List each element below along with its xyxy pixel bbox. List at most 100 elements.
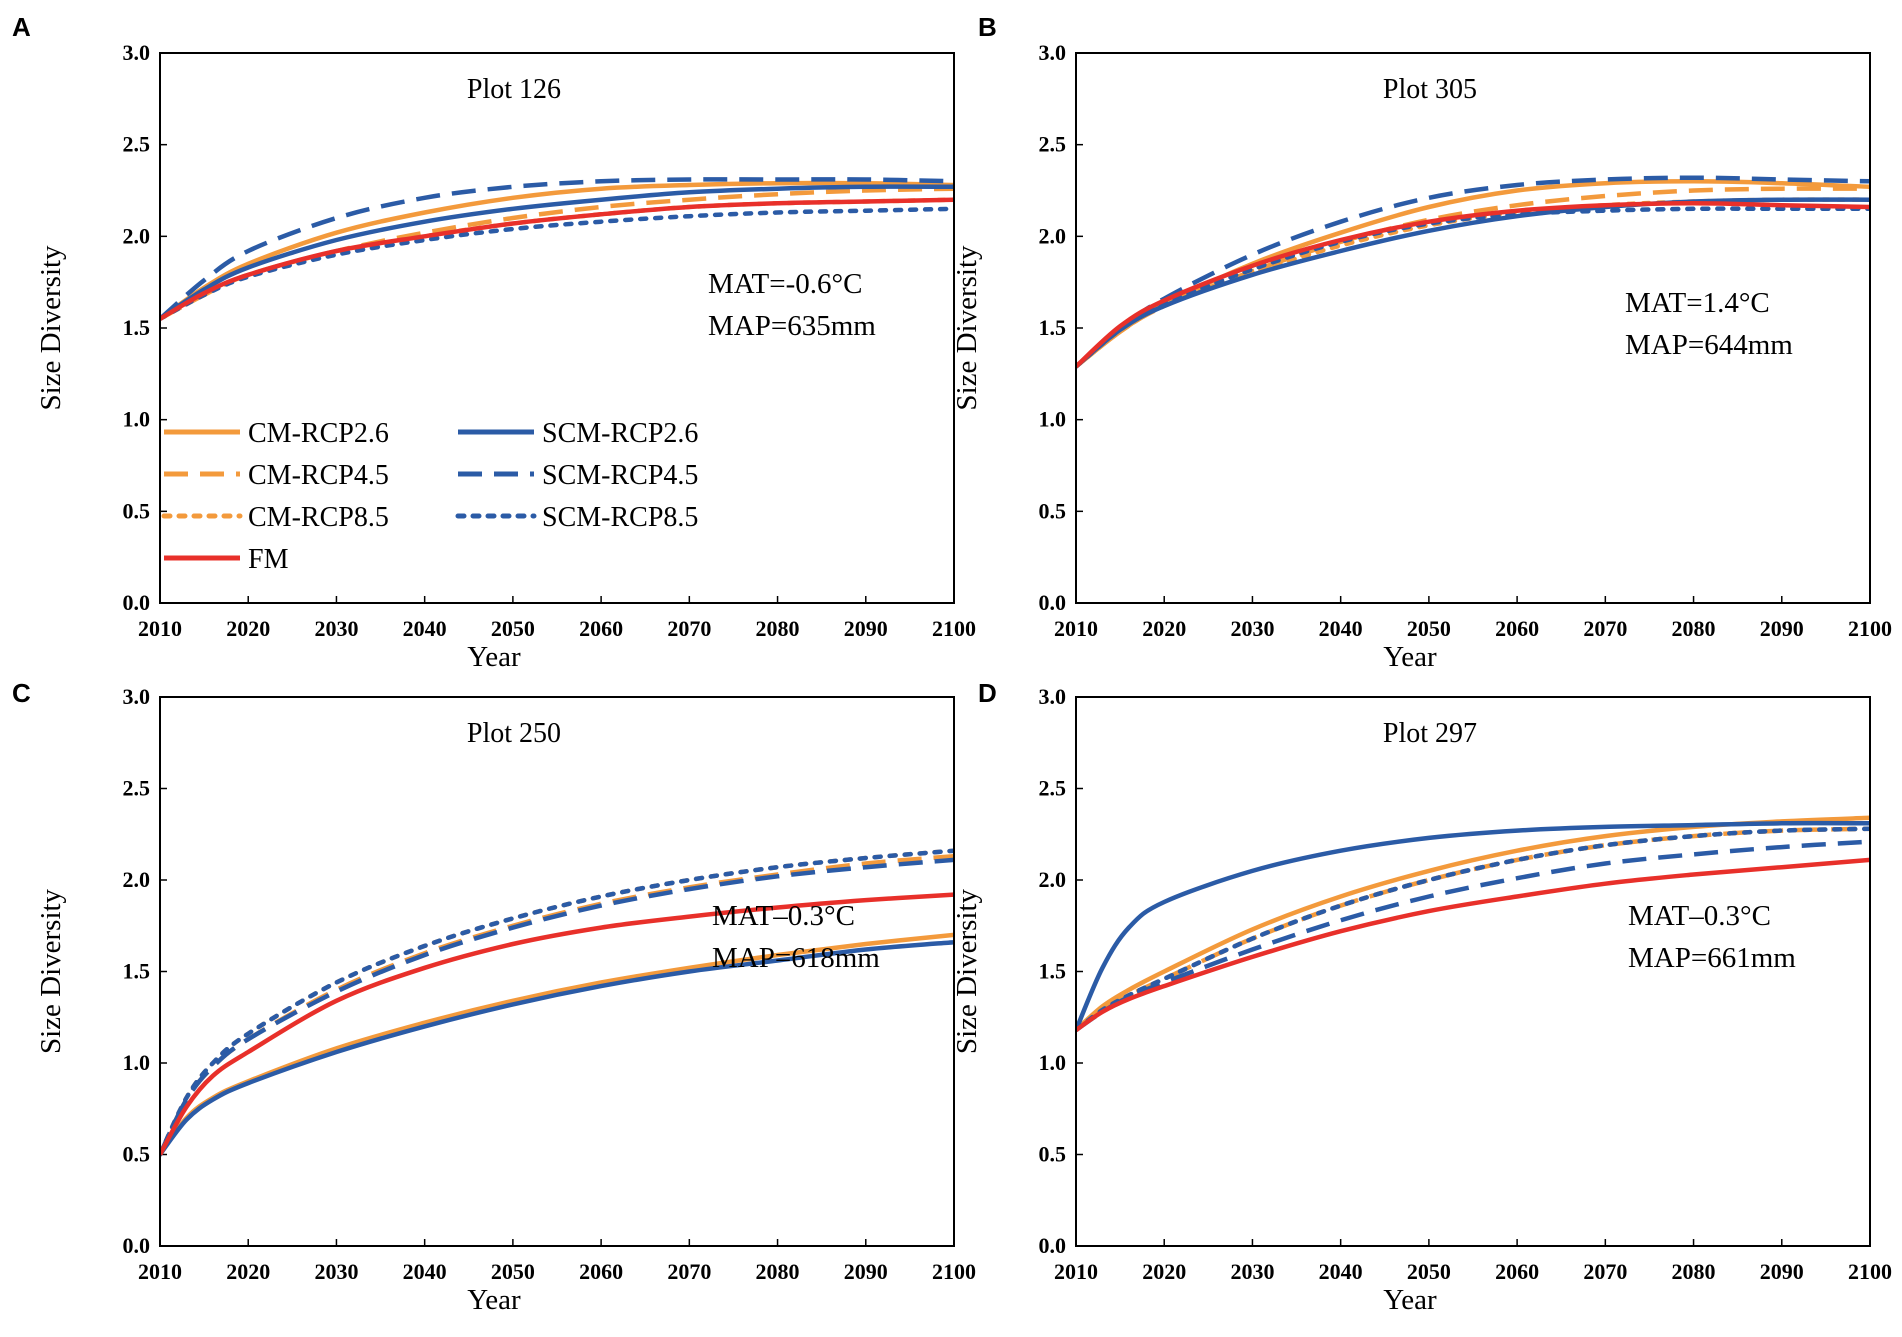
x-tick-label: 2100 bbox=[1848, 1259, 1892, 1284]
x-tick-label: 2060 bbox=[579, 616, 623, 641]
x-tick-label: 2030 bbox=[314, 1259, 358, 1284]
y-tick-label: 0.5 bbox=[123, 1142, 151, 1167]
x-tick-label: 2020 bbox=[1142, 616, 1186, 641]
x-tick-label: 2100 bbox=[932, 616, 976, 641]
x-tick-label: 2050 bbox=[491, 1259, 535, 1284]
panel-c: C 0.0 0.5 1.0 1.5 2.0 2.5 3.0 2010 2020 2030 2040 20… bbox=[12, 678, 976, 1316]
y-tick-label: 2.0 bbox=[1039, 223, 1067, 248]
x-tick-label: 2050 bbox=[1407, 1259, 1451, 1284]
x-tick-label: 2030 bbox=[1230, 616, 1274, 641]
x-tick-label: 2080 bbox=[756, 1259, 800, 1284]
x-tick-label: 2090 bbox=[1760, 616, 1804, 641]
y-axis-title: Size Diversity bbox=[951, 245, 983, 411]
x-tick-label: 2090 bbox=[844, 1259, 888, 1284]
x-axis-title: Year bbox=[467, 1284, 521, 1316]
x-tick-label: 2060 bbox=[1495, 616, 1539, 641]
annotation-mat: MAT–0.3°C bbox=[1628, 900, 1771, 932]
annotation-map: MAP=635mm bbox=[708, 310, 876, 342]
y-tick-label: 2.0 bbox=[123, 867, 151, 892]
plot-frame bbox=[159, 696, 955, 1247]
legend-label-scm-rcp2-6: SCM-RCP2.6 bbox=[542, 418, 698, 449]
y-tick-label: 1.0 bbox=[123, 1050, 151, 1075]
x-axis-title: Year bbox=[467, 641, 521, 673]
panel-letter-a: A bbox=[12, 12, 31, 42]
y-tick-label: 2.5 bbox=[1039, 776, 1067, 801]
legend-label-cm-rcp8-5: CM-RCP8.5 bbox=[248, 502, 389, 533]
plot-title: Plot 305 bbox=[1383, 74, 1477, 105]
plot-frame bbox=[1075, 52, 1871, 604]
legend-label-scm-rcp8-5: SCM-RCP8.5 bbox=[542, 502, 698, 533]
plot-title: Plot 250 bbox=[467, 718, 561, 749]
y-tick-label: 1.5 bbox=[123, 959, 151, 984]
x-tick-label: 2080 bbox=[1672, 616, 1716, 641]
x-tick-label: 2040 bbox=[403, 1259, 447, 1284]
x-tick-label: 2050 bbox=[1407, 616, 1451, 641]
series-line-scm-rcp4-5 bbox=[160, 857, 954, 1156]
x-tick-label: 2080 bbox=[756, 616, 800, 641]
plot-title: Plot 297 bbox=[1383, 718, 1477, 749]
series-line-fm bbox=[1076, 857, 1870, 1032]
plot-frame bbox=[1075, 696, 1871, 1247]
y-tick-label: 2.5 bbox=[123, 132, 151, 157]
y-axis-title: Size Diversity bbox=[951, 888, 983, 1054]
x-tick-label: 2070 bbox=[667, 1259, 711, 1284]
y-tick-label: 2.0 bbox=[123, 223, 151, 248]
plot-frame bbox=[159, 52, 955, 604]
x-tick-label: 2010 bbox=[1054, 1259, 1098, 1284]
panel-letter-b: B bbox=[978, 12, 997, 42]
series-line-scm-rcp4-5 bbox=[1076, 839, 1870, 1032]
x-tick-label: 2020 bbox=[1142, 1259, 1186, 1284]
series-line-scm-rcp8-5 bbox=[1076, 826, 1870, 1033]
y-tick-label: 0.0 bbox=[1039, 1233, 1067, 1258]
x-axis-title: Year bbox=[1383, 1284, 1437, 1316]
y-tick-label: 3.0 bbox=[123, 684, 151, 709]
x-tick-label: 2050 bbox=[491, 616, 535, 641]
panel-d: D 0.0 0.5 1.0 1.5 2.0 2.5 3.0 2010 2020 2030 2040 20… bbox=[951, 678, 1892, 1316]
y-tick-label: 0.5 bbox=[1039, 1142, 1067, 1167]
x-tick-label: 2030 bbox=[314, 616, 358, 641]
series-line-cm-rcp2-6 bbox=[160, 180, 954, 321]
y-tick-label: 0.0 bbox=[1039, 590, 1067, 615]
x-tick-label: 2070 bbox=[1583, 1259, 1627, 1284]
y-axis-title: Size Diversity bbox=[35, 888, 67, 1054]
y-tick-label: 0.0 bbox=[123, 1233, 151, 1258]
series-line-fm bbox=[1076, 201, 1870, 369]
x-axis-title: Year bbox=[1383, 641, 1437, 673]
x-tick-label: 2010 bbox=[1054, 616, 1098, 641]
y-tick-label: 1.0 bbox=[1039, 1050, 1067, 1075]
panel-letter-d: D bbox=[978, 678, 997, 708]
y-tick-label: 3.0 bbox=[1039, 684, 1067, 709]
series-line-scm-rcp2-6 bbox=[160, 939, 954, 1156]
y-tick-label: 0.5 bbox=[1039, 498, 1067, 523]
y-axis-title: Size Diversity bbox=[35, 245, 67, 411]
series-line-cm-rcp4-5 bbox=[1076, 186, 1870, 369]
x-tick-label: 2060 bbox=[1495, 1259, 1539, 1284]
legend-label-scm-rcp4-5: SCM-RCP4.5 bbox=[542, 460, 698, 491]
annotation-mat: MAT–0.3°C bbox=[712, 900, 855, 932]
series-line-scm-rcp8-5 bbox=[160, 848, 954, 1157]
x-tick-label: 2100 bbox=[1848, 616, 1892, 641]
y-tick-label: 1.5 bbox=[1039, 959, 1067, 984]
x-tick-label: 2030 bbox=[1230, 1259, 1274, 1284]
x-tick-label: 2040 bbox=[1319, 1259, 1363, 1284]
x-tick-label: 2080 bbox=[1672, 1259, 1716, 1284]
x-tick-label: 2070 bbox=[1583, 616, 1627, 641]
x-tick-label: 2090 bbox=[844, 616, 888, 641]
legend-label-cm-rcp4-5: CM-RCP4.5 bbox=[248, 460, 389, 491]
annotation-map: MAP=644mm bbox=[1625, 329, 1793, 361]
y-tick-label: 3.0 bbox=[123, 40, 151, 65]
y-tick-label: 3.0 bbox=[1039, 40, 1067, 65]
panel-b: B 0.0 0.5 1.0 1.5 2.0 2.5 3.0 2010 2020 2030 2040 20… bbox=[951, 12, 1892, 673]
series-line-cm-rcp4-5 bbox=[160, 186, 954, 321]
annotation-mat: MAT=1.4°C bbox=[1625, 287, 1770, 319]
x-tick-label: 2020 bbox=[226, 1259, 270, 1284]
annotation-mat: MAT=-0.6°C bbox=[708, 268, 862, 300]
series-line-cm-rcp8-5 bbox=[160, 848, 954, 1157]
y-tick-label: 2.5 bbox=[123, 776, 151, 801]
annotation-map: MAP=661mm bbox=[1628, 942, 1796, 974]
x-tick-label: 2010 bbox=[138, 616, 182, 641]
legend-label-cm-rcp2-6: CM-RCP2.6 bbox=[248, 418, 389, 449]
y-tick-label: 0.5 bbox=[123, 498, 151, 523]
x-tick-label: 2040 bbox=[403, 616, 447, 641]
